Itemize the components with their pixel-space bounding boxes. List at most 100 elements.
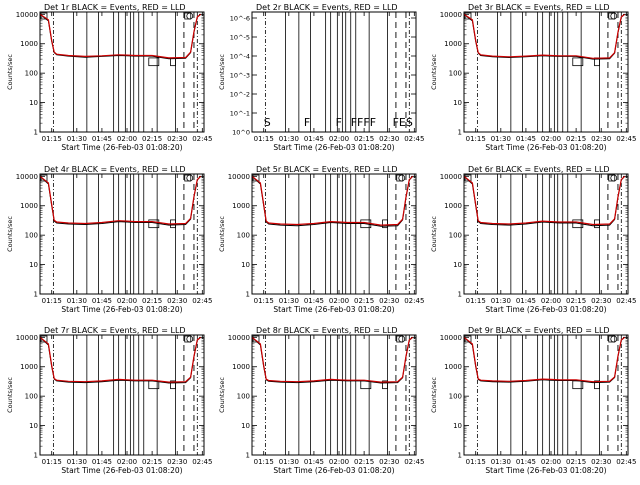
y-tick-label: 10 (241, 422, 250, 430)
x-tick-label: 02:00 (329, 458, 349, 466)
series-events (251, 336, 414, 384)
x-tick-label: 02:30 (379, 135, 399, 143)
y-tick-label: 100 (237, 393, 250, 401)
plot-title: Det 5r BLACK = Events, RED = LLD (256, 165, 398, 174)
y-tick-label: 100 (25, 393, 38, 401)
x-tick-label: 01:15 (254, 135, 274, 143)
x-tick-label: 02:30 (591, 135, 611, 143)
x-axis-label: Start Time (26-Feb-03 01:08:20) (273, 466, 394, 475)
series-events (463, 13, 626, 60)
x-tick-label: 02:15 (354, 135, 374, 143)
x-tick-label: 01:15 (466, 135, 486, 143)
x-axis-label: Start Time (26-Feb-03 01:08:20) (485, 466, 606, 475)
top-right-circle (186, 12, 194, 20)
y-tick-label: 1 (246, 452, 250, 460)
y-tick-label: 100 (449, 393, 462, 401)
x-axis-label: Start Time (26-Feb-03 01:08:20) (61, 305, 182, 314)
x-axis-label: Start Time (26-Feb-03 01:08:20) (273, 143, 394, 152)
y-tick-label: 10 (29, 99, 38, 107)
x-tick-label: 02:00 (541, 458, 561, 466)
y-tick-label: 1 (458, 452, 462, 460)
y-tick-label: 1000 (20, 202, 38, 210)
series-lld (463, 175, 626, 226)
plot-frame (251, 334, 417, 456)
plot-title: Det 2r BLACK = Events, RED = LLD (256, 3, 398, 12)
series-lld (463, 13, 626, 59)
x-tick-label: 01:30 (491, 297, 511, 305)
y-tick-label: 1000 (20, 40, 38, 48)
x-tick-label: 02:30 (167, 458, 187, 466)
series-lld (463, 336, 626, 383)
state-block (382, 380, 388, 390)
x-tick-label: 01:15 (254, 458, 274, 466)
y-tick-label: 100 (449, 232, 462, 240)
y-tick-label: 10000 (440, 11, 462, 19)
y-tick-label: 1000 (444, 363, 462, 371)
top-right-circle (186, 335, 194, 343)
y-tick-label: 10^-5 (230, 34, 250, 42)
plot-frame (39, 173, 205, 295)
x-tick-label: 02:00 (329, 297, 349, 305)
series-lld (39, 336, 202, 383)
plot-title: Det 6r BLACK = Events, RED = LLD (468, 165, 610, 174)
x-tick-label: 02:30 (379, 297, 399, 305)
x-tick-label: 01:15 (466, 458, 486, 466)
detector-plot-8: Det 8r BLACK = Events, RED = LLD Counts/s… (218, 326, 424, 475)
y-tick-label: 1000 (20, 363, 38, 371)
x-tick-label: 02:45 (404, 135, 424, 143)
y-tick-label: 10^-4 (230, 53, 250, 61)
x-axis-label: Start Time (26-Feb-03 01:08:20) (61, 143, 182, 152)
detector-plot-2: Det 2r BLACK = Events, RED = LLD Counts/s… (218, 3, 424, 152)
x-tick-label: 02:00 (117, 458, 137, 466)
top-right-circle (186, 174, 194, 182)
plot-frame (39, 334, 205, 456)
x-tick-label: 01:45 (92, 135, 112, 143)
plot-frame (39, 11, 205, 133)
top-left-marker (40, 335, 48, 343)
detector-plot-1: Det 1r BLACK = Events, RED = LLD Counts/s… (6, 3, 212, 152)
y-tick-label: 10000 (440, 173, 462, 181)
flag-label: F (336, 116, 342, 129)
y-tick-label: 10^-2 (230, 91, 250, 99)
plot-frame (251, 173, 417, 295)
y-axis-label: Counts/sec (6, 377, 14, 413)
y-tick-label: 10^-1 (230, 110, 250, 118)
x-tick-label: 02:00 (541, 297, 561, 305)
state-block (572, 57, 584, 67)
top-right-marker (184, 12, 192, 20)
x-tick-label: 02:45 (192, 297, 212, 305)
flag-label: FES (393, 116, 413, 129)
y-tick-label: 1 (34, 291, 38, 299)
x-tick-label: 02:45 (192, 135, 212, 143)
y-tick-label: 1 (458, 291, 462, 299)
x-tick-label: 02:45 (192, 458, 212, 466)
top-left-marker (252, 174, 260, 182)
top-left-marker (464, 12, 472, 20)
y-axis-label: Counts/sec (430, 54, 438, 90)
plot-title: Det 4r BLACK = Events, RED = LLD (44, 165, 186, 174)
state-block (594, 380, 600, 390)
y-tick-label: 10000 (228, 334, 250, 342)
x-tick-label: 01:45 (516, 297, 536, 305)
y-tick-label: 100 (237, 232, 250, 240)
y-tick-label: 10 (453, 422, 462, 430)
y-tick-label: 10 (453, 99, 462, 107)
y-tick-label: 10^-6 (230, 15, 250, 23)
x-tick-label: 02:45 (616, 458, 636, 466)
x-tick-label: 02:45 (404, 297, 424, 305)
x-axis-label: Start Time (26-Feb-03 01:08:20) (485, 305, 606, 314)
x-tick-label: 02:30 (167, 135, 187, 143)
y-tick-label: 10000 (228, 173, 250, 181)
top-right-circle (398, 174, 406, 182)
top-right-circle (610, 335, 618, 343)
y-tick-label: 10000 (16, 173, 38, 181)
series-events (39, 13, 202, 60)
x-tick-label: 02:00 (117, 135, 137, 143)
x-tick-label: 01:30 (491, 135, 511, 143)
y-tick-label: 100 (25, 232, 38, 240)
x-tick-label: 02:00 (117, 297, 137, 305)
x-tick-label: 01:45 (304, 458, 324, 466)
top-right-marker (396, 335, 404, 343)
x-tick-label: 01:45 (304, 297, 324, 305)
